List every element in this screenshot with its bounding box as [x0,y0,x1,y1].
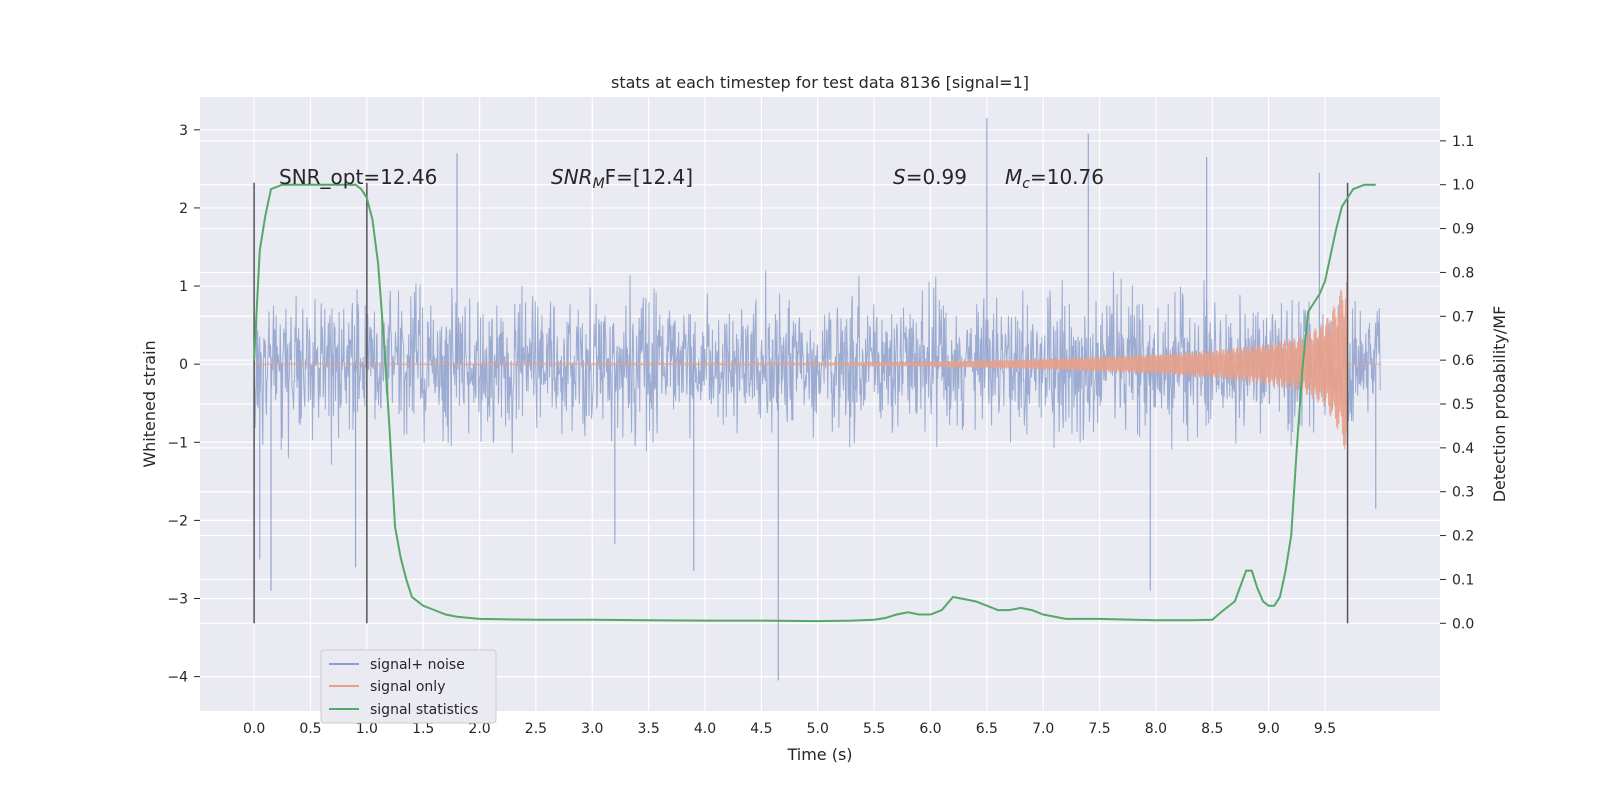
y2-tick-label: 0.4 [1452,441,1474,457]
y2-axis-label: Detection probability/MF [1490,306,1509,503]
x-tick-label: 6.0 [919,721,941,737]
legend-label-signal-statistics: signal statistics [370,702,478,718]
signal-statistics-line [253,183,1376,623]
chart-title: stats at each timestep for test data 813… [611,73,1029,92]
annotation-snr-mf-suffix: F=[12.4] [605,165,693,189]
y2-tick-label: 0.1 [1452,572,1474,588]
legend-label-signal-only: signal only [370,679,445,695]
annotation-mc-sub: c [1022,176,1030,192]
annotation-s-value: =0.99 [906,165,967,189]
x-tick-label: 3.0 [581,721,603,737]
x-axis-label: Time (s) [786,745,852,764]
signal-statistics-series [253,183,1376,623]
marker-vertical-lines [253,182,1349,624]
x-tick-label: 9.5 [1314,721,1336,737]
annotation-snr-opt: SNR_opt=12.46 [279,165,437,189]
y-tick-labels: 3 2 1 0 −1 −2 −3 −4 [167,123,200,686]
signal-only-line [253,271,1382,450]
annotation-mc: Mc=10.76 [1005,165,1104,192]
annotation-snr-mf-prefix: SNR [551,165,593,189]
annotation-mc-label: M [1005,165,1022,189]
x-tick-label: 9.0 [1258,721,1280,737]
x-tick-label: 3.5 [638,721,660,737]
x-tick-label: 2.0 [468,721,490,737]
y2-tick-label: 0.2 [1452,529,1474,545]
x-tick-label: 6.5 [976,721,998,737]
x-tick-label: 1.5 [412,721,434,737]
x-tick-label: 8.5 [1201,721,1223,737]
annotation-s: S=0.99 [893,165,967,189]
y-tick-label: −1 [167,435,188,451]
x-tick-label: 7.0 [1032,721,1054,737]
x-tick-label: 1.0 [356,721,378,737]
legend-box [320,649,497,724]
signal-only-series [253,271,1382,450]
annotation-mc-value: =10.76 [1030,165,1104,189]
y2-tick-label: 1.0 [1452,178,1474,194]
y2-tick-label: 0.8 [1452,265,1474,281]
legend: signal+ noise signal only signal statist… [320,649,497,724]
y-tick-label: 2 [179,201,188,217]
annotation-snr-mf: SNRMF=[12.4] [551,165,693,192]
y2-tick-label: 0.0 [1452,616,1474,632]
y-tick-label: 1 [179,279,188,295]
annotation-s-label: S [893,165,906,189]
y2-tick-label: 0.9 [1452,222,1474,238]
x-tick-label: 7.5 [1088,721,1110,737]
x-tick-label: 4.0 [694,721,716,737]
x-tick-label: 0.5 [299,721,321,737]
y-axis-label: Whitened strain [140,340,159,467]
y-tick-label: 3 [179,123,188,139]
y-tick-label: −4 [167,670,188,686]
legend-label-signal-noise: signal+ noise [370,657,465,673]
y2-tick-label: 0.3 [1452,485,1474,501]
y2-tick-label: 0.6 [1452,353,1474,369]
y2-tick-label: 0.5 [1452,397,1474,413]
x-tick-label: 5.0 [807,721,829,737]
y-tick-label: −3 [167,592,188,608]
x-tick-label: 8.0 [1145,721,1167,737]
x-tick-label: 5.5 [863,721,885,737]
y-tick-label: 0 [179,357,188,373]
y2-tick-label: 1.1 [1452,134,1474,150]
y2-tick-labels: 1.1 1.0 0.9 0.8 0.7 0.6 0.5 0.4 0.3 0.2 0.1 0.0 [1440,134,1474,632]
y2-tick-label: 0.7 [1452,309,1474,325]
x-tick-label: 0.0 [243,721,265,737]
y-tick-label: −2 [167,513,188,529]
x-tick-label: 4.5 [750,721,772,737]
x-tick-label: 2.5 [525,721,547,737]
annotation-snr-mf-sub: M [593,176,605,192]
x-tick-labels: 0.0 0.5 1.0 1.5 2.0 2.5 3.0 3.5 4.0 4.5 5.0 5.5 6.0 6… [243,721,1336,737]
